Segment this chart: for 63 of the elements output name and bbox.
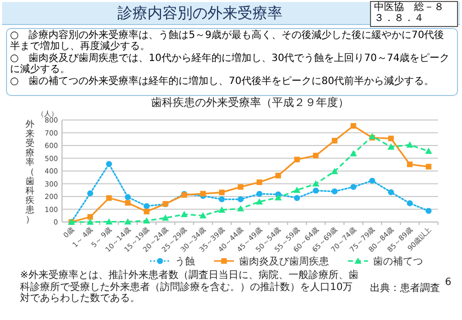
text: ３．８．４ — [374, 13, 424, 24]
point — [312, 188, 319, 194]
text: 外来受療率（歯科疾患） — [26, 120, 34, 225]
text: ○ 歯肉炎及び歯周疾患では、10代から経年的に増加し、30代でう蝕を上回り70～74歳をピークに減少する。 — [10, 53, 451, 75]
point — [294, 186, 300, 193]
point — [350, 150, 357, 156]
point — [106, 195, 112, 201]
point — [180, 210, 188, 218]
point — [256, 190, 262, 197]
chart-subtitle: 歯科疾患の外来受療率（平成２９年度） — [151, 96, 349, 109]
point — [350, 184, 356, 190]
point — [143, 217, 150, 224]
point — [406, 200, 413, 206]
point — [124, 218, 132, 225]
point — [238, 184, 244, 190]
point — [219, 190, 225, 196]
point — [331, 168, 338, 174]
point — [125, 200, 131, 206]
point — [407, 162, 413, 168]
point — [218, 196, 225, 202]
point — [256, 179, 262, 186]
legend-label: 歯肉炎及び歯周疾患 — [239, 256, 329, 268]
point — [388, 143, 394, 150]
chart-title: 診療内容別の外来受療率 — [118, 4, 282, 22]
point — [294, 195, 300, 202]
point — [274, 194, 282, 200]
point — [426, 164, 432, 170]
point — [350, 123, 356, 129]
point — [144, 203, 150, 210]
point — [312, 180, 320, 187]
point — [406, 141, 414, 148]
point — [388, 136, 394, 142]
point — [106, 160, 112, 167]
point — [144, 208, 150, 214]
point — [294, 156, 300, 162]
legend-label: 歯の補てつ — [373, 256, 423, 268]
point — [124, 194, 131, 200]
point — [218, 206, 226, 213]
point — [87, 214, 93, 220]
point — [332, 188, 338, 194]
point — [200, 190, 206, 196]
point — [313, 152, 319, 158]
text: ○ 歯の補てつの外来受療率は経年的に増加し、70代後半をピークに80代前半から減少する。 — [10, 76, 436, 87]
point — [369, 178, 376, 184]
point — [238, 196, 244, 202]
point — [106, 218, 112, 225]
point — [426, 208, 432, 214]
point — [86, 218, 94, 225]
text: 中医協 総－８ — [374, 2, 444, 13]
point — [332, 138, 338, 144]
point — [256, 198, 263, 205]
text: ○ 診療内容別の外来受療率は、う蝕は5～9歳が最も高く、その後減少した後に緩やかに70代後半まで増加し、再度減少する。 — [10, 30, 446, 52]
point — [388, 189, 394, 196]
point — [275, 172, 281, 178]
legend-label: う蝕 — [175, 256, 195, 268]
point — [200, 212, 206, 218]
source-note: 出典：患者調査 — [370, 282, 440, 295]
point — [425, 148, 432, 154]
text: ※外来受療率とは、推計外来患者数（調査日当日に、病院、一般診療所、歯科診療所で受療した外来患者（訪問診療を含む。）の推計数）を人口10万対であらわした数である。 — [20, 270, 360, 304]
point — [237, 205, 244, 212]
text: 6 — [445, 277, 452, 288]
point — [162, 214, 169, 221]
point — [87, 190, 94, 196]
